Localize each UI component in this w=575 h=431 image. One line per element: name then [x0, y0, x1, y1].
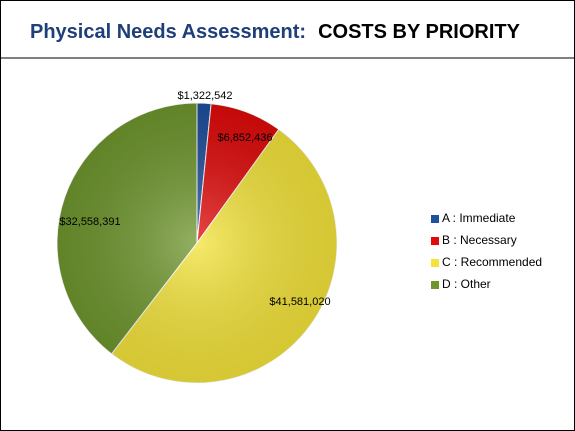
value-label: $32,558,391 — [59, 216, 120, 228]
value-label: $6,852,436 — [217, 132, 272, 144]
legend-label: D : Other — [442, 277, 491, 291]
value-label: $1,322,542 — [177, 90, 232, 102]
title-lead: Physical Needs Assessment: — [30, 21, 306, 43]
value-label: $41,581,020 — [269, 296, 330, 308]
title-main: COSTS BY PRIORITY — [318, 21, 521, 43]
legend-swatch — [431, 237, 439, 245]
legend-label: A : Immediate — [442, 211, 516, 225]
chart-title: Physical Needs Assessment: COSTS BY PRIOR… — [30, 21, 521, 43]
legend-swatch — [431, 259, 439, 267]
legend-swatch — [431, 215, 439, 223]
legend-swatch — [431, 281, 439, 289]
legend-label: B : Necessary — [442, 233, 517, 247]
legend-label: C : Recommended — [442, 255, 542, 269]
